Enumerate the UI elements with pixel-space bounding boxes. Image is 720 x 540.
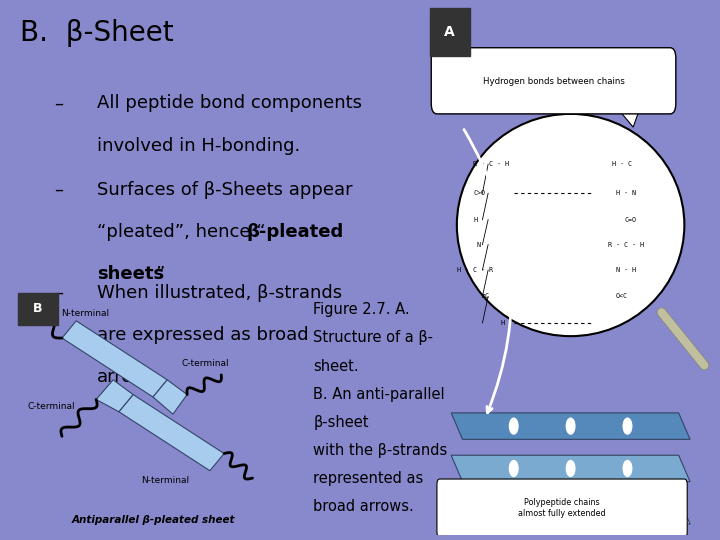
Text: sheet.: sheet. <box>313 359 359 374</box>
Text: β-sheet: β-sheet <box>313 415 369 430</box>
Text: ≡C: ≡C <box>481 293 490 300</box>
Text: Figure 2.7. A.: Figure 2.7. A. <box>313 302 410 318</box>
Text: C-terminal: C-terminal <box>181 359 229 368</box>
Text: “pleated”, hence “: “pleated”, hence “ <box>97 223 266 241</box>
FancyBboxPatch shape <box>18 293 58 325</box>
Polygon shape <box>62 321 167 397</box>
Text: arrows: arrows <box>97 368 158 386</box>
Text: Antiparallel β-pleated sheet: Antiparallel β-pleated sheet <box>71 515 235 525</box>
Text: ”: ” <box>156 265 165 283</box>
Text: –: – <box>54 181 63 199</box>
Text: involved in H-bonding.: involved in H-bonding. <box>97 137 300 154</box>
Text: C=O: C=O <box>624 217 636 222</box>
Text: H · C: H · C <box>612 161 631 167</box>
Polygon shape <box>96 380 133 411</box>
Polygon shape <box>613 103 642 127</box>
Text: B. An anti-parallel: B. An anti-parallel <box>313 387 445 402</box>
Text: R · C · H: R · C · H <box>608 241 644 248</box>
Circle shape <box>510 461 518 476</box>
Circle shape <box>510 418 518 434</box>
Text: –: – <box>54 94 63 112</box>
Text: represented as: represented as <box>313 471 423 486</box>
Text: –: – <box>54 284 63 301</box>
Text: Surfaces of β-Sheets appear: Surfaces of β-Sheets appear <box>97 181 353 199</box>
Text: H · N: H · N <box>616 190 636 196</box>
Text: β-pleated: β-pleated <box>246 223 343 241</box>
Text: H · C · R: H · C · R <box>457 267 493 273</box>
Text: broad arrows.: broad arrows. <box>313 499 414 514</box>
Circle shape <box>624 461 631 476</box>
Text: A: A <box>444 25 455 39</box>
Text: All peptide bond components: All peptide bond components <box>97 94 362 112</box>
Text: Hydrogen bonds between chains: Hydrogen bonds between chains <box>482 77 624 85</box>
Text: with the β-strands: with the β-strands <box>313 443 447 458</box>
Circle shape <box>567 461 575 476</box>
Text: R · C · H: R · C · H <box>473 161 509 167</box>
Circle shape <box>624 418 631 434</box>
Text: Structure of a β-: Structure of a β- <box>313 330 433 346</box>
Circle shape <box>567 503 575 519</box>
Circle shape <box>567 418 575 434</box>
Text: N-terminal: N-terminal <box>60 309 109 319</box>
Circle shape <box>510 503 518 519</box>
Text: N: N <box>476 241 480 248</box>
Text: O<C: O<C <box>616 293 628 300</box>
Text: are expressed as broad: are expressed as broad <box>97 326 309 343</box>
Text: When illustrated, β-strands: When illustrated, β-strands <box>97 284 342 301</box>
Text: sheets: sheets <box>97 265 164 283</box>
FancyBboxPatch shape <box>431 48 676 114</box>
Polygon shape <box>119 395 224 471</box>
Text: H: H <box>473 217 477 222</box>
Polygon shape <box>153 380 187 414</box>
Text: B.  β-Sheet: B. β-Sheet <box>20 19 174 47</box>
FancyBboxPatch shape <box>430 8 469 56</box>
Text: C-terminal: C-terminal <box>28 402 76 411</box>
Text: H: H <box>500 320 504 326</box>
Text: B: B <box>33 302 42 315</box>
Ellipse shape <box>456 114 684 336</box>
Text: N · H: N · H <box>616 267 636 273</box>
Polygon shape <box>451 455 690 482</box>
Text: N-terminal: N-terminal <box>142 476 190 484</box>
Polygon shape <box>451 413 690 440</box>
FancyBboxPatch shape <box>437 479 687 537</box>
Text: Polypeptide chains
almost fully extended: Polypeptide chains almost fully extended <box>518 498 606 518</box>
Circle shape <box>624 503 631 519</box>
Text: C>O: C>O <box>474 190 485 196</box>
Polygon shape <box>451 497 690 524</box>
